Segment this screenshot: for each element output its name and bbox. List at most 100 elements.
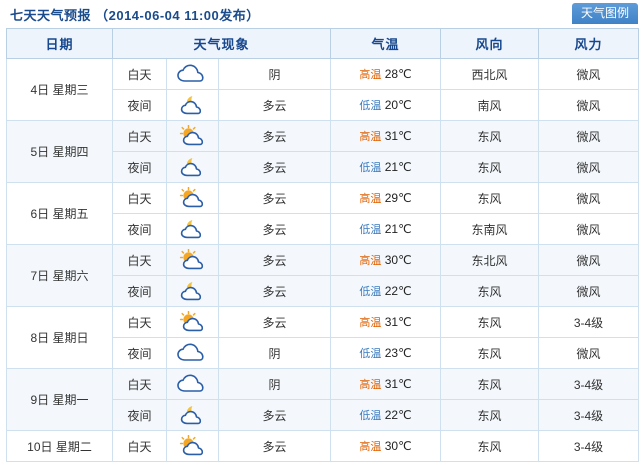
condition-text: 多云: [218, 275, 331, 307]
page-title: 七天天气预报 （2014-06-04 11:00发布）: [10, 8, 260, 23]
temperature-label: 高温: [359, 255, 382, 267]
col-header-date: 日期: [6, 28, 113, 59]
temperature-cell: 高温 30℃: [330, 244, 441, 276]
period-label: 夜间: [112, 151, 167, 183]
temperature-value: 30℃: [384, 253, 412, 267]
wind-power: 微风: [538, 213, 639, 245]
temperature-value: 31℃: [384, 315, 412, 329]
forecast-date: 9日 星期一: [6, 368, 113, 431]
temperature-value: 22℃: [384, 284, 412, 298]
temperature-value: 21℃: [384, 222, 412, 236]
table-row: 夜间 多云 低温 20℃ 南风 微风: [7, 89, 639, 121]
sun-cloud-icon: [166, 120, 219, 152]
period-label: 白天: [112, 244, 167, 276]
moon-cloud-icon: [166, 151, 219, 183]
wind-direction: 东风: [440, 368, 539, 400]
temperature-cell: 低温 20℃: [330, 89, 441, 121]
forecast-date: 7日 星期六: [6, 244, 113, 307]
period-label: 夜间: [112, 337, 167, 369]
temperature-value: 21℃: [384, 160, 412, 174]
period-label: 白天: [112, 120, 167, 152]
wind-direction: 西北风: [440, 58, 539, 90]
temperature-label: 低温: [359, 410, 382, 422]
wind-direction: 东风: [440, 275, 539, 307]
wind-power: 微风: [538, 58, 639, 90]
condition-text: 多云: [218, 430, 331, 462]
period-label: 夜间: [112, 275, 167, 307]
table-row: 9日 星期一 白天阴高温 31℃ 东风 3-4级: [6, 368, 639, 431]
forecast-table: 日期 天气现象 气温 风向 风力 4日 星期三 白天阴高温 28℃ 西北风 微风 夜间多…: [6, 28, 639, 462]
cloudy-icon: [166, 368, 219, 400]
wind-direction: 东风: [440, 120, 539, 152]
condition-text: 阴: [218, 368, 331, 400]
col-header-condition: 天气现象: [112, 28, 331, 59]
wind-direction: 东南风: [440, 213, 539, 245]
period-label: 白天: [112, 368, 167, 400]
cloudy-icon: [166, 58, 219, 90]
wind-direction: 东风: [440, 337, 539, 369]
wind-power: 微风: [538, 182, 639, 214]
page-header: 七天天气预报 （2014-06-04 11:00发布） 天气图例: [0, 0, 644, 26]
condition-text: 阴: [218, 337, 331, 369]
weather-legend-tab[interactable]: 天气图例: [571, 3, 638, 24]
temperature-label: 低温: [359, 100, 382, 112]
temperature-value: 22℃: [384, 408, 412, 422]
forecast-date: 4日 星期三: [6, 58, 113, 121]
temperature-cell: 高温 31℃: [330, 368, 441, 400]
table-row: 4日 星期三 白天阴高温 28℃ 西北风 微风: [6, 58, 639, 121]
temperature-label: 低温: [359, 224, 382, 236]
temperature-cell: 高温 30℃: [330, 430, 441, 462]
wind-power: 微风: [538, 275, 639, 307]
wind-direction: 东风: [440, 306, 539, 338]
moon-cloud-icon: [166, 213, 219, 245]
wind-power: 微风: [538, 120, 639, 152]
temperature-value: 31℃: [384, 129, 412, 143]
condition-text: 多云: [218, 244, 331, 276]
wind-direction: 东风: [440, 399, 539, 431]
forecast-date: 10日 星期二: [6, 430, 113, 462]
moon-cloud-icon: [166, 89, 219, 121]
condition-text: 多云: [218, 120, 331, 152]
moon-cloud-icon: [166, 275, 219, 307]
period-label: 白天: [112, 430, 167, 462]
temperature-label: 高温: [359, 441, 382, 453]
condition-text: 多云: [218, 399, 331, 431]
forecast-date: 8日 星期日: [6, 306, 113, 369]
table-row: 夜间 多云 低温 22℃ 东风 3-4级: [7, 399, 639, 431]
condition-text: 多云: [218, 306, 331, 338]
temperature-cell: 低温 21℃: [330, 151, 441, 183]
temperature-cell: 低温 21℃: [330, 213, 441, 245]
temperature-value: 28℃: [384, 67, 412, 81]
temperature-label: 高温: [359, 379, 382, 391]
temperature-value: 31℃: [384, 377, 412, 391]
sun-cloud-icon: [166, 430, 219, 462]
table-row: 10日 星期二 白天 多云 高温 30℃ 东风 3-4级: [6, 430, 639, 462]
temperature-cell: 高温 31℃: [330, 306, 441, 338]
temperature-label: 低温: [359, 348, 382, 360]
temperature-cell: 高温 28℃: [330, 58, 441, 90]
wind-power: 3-4级: [538, 430, 639, 462]
table-row: 8日 星期日 白天 多云 高温 31℃ 东风 3-4级: [6, 306, 639, 369]
wind-power: 微风: [538, 89, 639, 121]
period-label: 白天: [112, 58, 167, 90]
condition-text: 多云: [218, 213, 331, 245]
temperature-cell: 低温 22℃: [330, 275, 441, 307]
wind-direction: 南风: [440, 89, 539, 121]
temperature-value: 20℃: [384, 98, 412, 112]
period-label: 夜间: [112, 399, 167, 431]
temperature-cell: 高温 29℃: [330, 182, 441, 214]
sun-cloud-icon: [166, 182, 219, 214]
temperature-value: 23℃: [384, 346, 412, 360]
wind-direction: 东风: [440, 151, 539, 183]
temperature-value: 30℃: [384, 439, 412, 453]
col-header-wind-direction: 风向: [440, 28, 539, 59]
col-header-wind-power: 风力: [538, 28, 639, 59]
wind-power: 3-4级: [538, 368, 639, 400]
table-row: 夜间 多云 低温 21℃ 东风 微风: [7, 151, 639, 183]
temperature-label: 高温: [359, 193, 382, 205]
temperature-label: 低温: [359, 162, 382, 174]
temperature-cell: 低温 22℃: [330, 399, 441, 431]
temperature-cell: 高温 31℃: [330, 120, 441, 152]
condition-text: 多云: [218, 151, 331, 183]
period-label: 白天: [112, 182, 167, 214]
